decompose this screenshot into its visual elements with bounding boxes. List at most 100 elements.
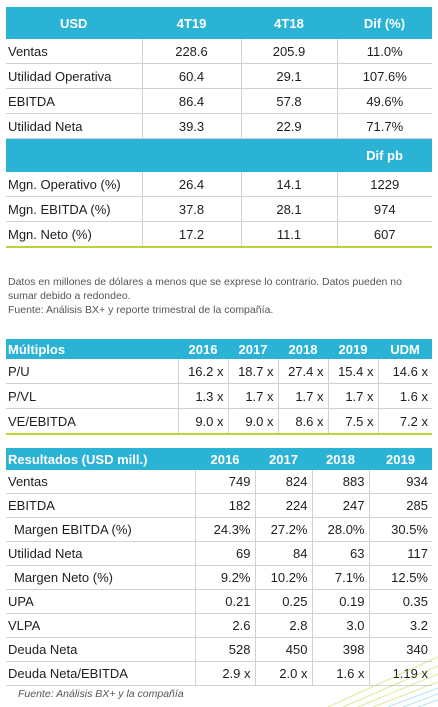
cell-value: 1.7 x <box>227 383 278 409</box>
column-header: 2016 <box>195 448 255 470</box>
cell-value: 10.2% <box>254 565 312 590</box>
cell-value: 30.5% <box>368 517 432 542</box>
column-header: Múltiplos <box>6 339 178 359</box>
cell-value: 228.6 <box>141 39 241 64</box>
row-label: EBITDA <box>6 88 142 114</box>
cell-value: 8.6 x <box>277 408 328 435</box>
cell-value: 24.3% <box>194 517 255 542</box>
cell-value: 12.5% <box>368 565 432 590</box>
row-label: Deuda Neta <box>6 637 195 662</box>
cell-value: 26.4 <box>141 172 241 197</box>
cell-value: 3.0 <box>311 613 369 638</box>
cell-value: 340 <box>368 637 432 662</box>
cell-value: 7.1% <box>311 565 369 590</box>
cell-value: 49.6% <box>336 88 432 114</box>
cell-value: 16.2 x <box>177 359 228 384</box>
table-row: EBITDA 86.4 57.8 49.6% <box>6 88 432 114</box>
cell-value: 18.7 x <box>227 359 278 384</box>
column-header: 2017 <box>228 339 278 359</box>
row-label: Mgn. Operativo (%) <box>6 172 142 197</box>
row-label: Utilidad Neta <box>6 113 142 139</box>
cell-value: 63 <box>311 541 369 566</box>
cell-value: 27.2% <box>254 517 312 542</box>
cell-value: 1229 <box>336 172 432 197</box>
cell-value: 224 <box>254 493 312 518</box>
multiples-table: Múltiplos 2016 2017 2018 2019 UDM P/U 16… <box>6 339 432 435</box>
cell-value: 29.1 <box>240 63 337 89</box>
cell-value: 39.3 <box>141 113 241 139</box>
margin-header-row: Dif pb <box>6 138 432 172</box>
cell-value: 0.19 <box>311 589 369 614</box>
column-header: UDM <box>378 339 432 359</box>
cell-value: 107.6% <box>336 63 432 89</box>
column-header: Dif pb <box>337 138 432 172</box>
summary-header-row: USD 4T19 4T18 Dif (%) <box>6 7 432 39</box>
table-row: EBITDA 182 224 247 285 <box>6 493 432 518</box>
row-label: P/VL <box>6 383 178 409</box>
results-table: Resultados (USD mill.) 2016 2017 2018 20… <box>6 448 432 686</box>
cell-value: 37.8 <box>141 196 241 222</box>
table-row: Deuda Neta/EBITDA 2.9 x 2.0 x 1.6 x 1.19… <box>6 661 432 686</box>
table-row: UPA 0.21 0.25 0.19 0.35 <box>6 589 432 614</box>
table-row: Ventas 228.6 205.9 11.0% <box>6 39 432 64</box>
table-row: P/VL 1.3 x 1.7 x 1.7 x 1.7 x 1.6 x <box>6 383 432 409</box>
table-row: VLPA 2.6 2.8 3.0 3.2 <box>6 613 432 638</box>
cell-value: 0.25 <box>254 589 312 614</box>
cell-value: 69 <box>194 541 255 566</box>
row-label: Utilidad Operativa <box>6 63 142 89</box>
table-row: Mgn. Neto (%) 17.2 11.1 607 <box>6 221 432 248</box>
column-header: 2016 <box>178 339 228 359</box>
column-header: 4T19 <box>142 7 241 39</box>
column-header: 2017 <box>255 448 312 470</box>
cell-value: 205.9 <box>240 39 337 64</box>
row-label: Mgn. Neto (%) <box>6 221 142 248</box>
cell-value: 0.35 <box>368 589 432 614</box>
cell-value: 84 <box>254 541 312 566</box>
cell-value: 17.2 <box>141 221 241 248</box>
table-row: Mgn. EBITDA (%) 37.8 28.1 974 <box>6 196 432 222</box>
cell-value: 934 <box>368 470 432 494</box>
cell-value: 974 <box>336 196 432 222</box>
cell-value: 22.9 <box>240 113 337 139</box>
cell-value: 60.4 <box>141 63 241 89</box>
note-data-disclaimer: Datos en millones de dólares a menos que… <box>8 276 402 302</box>
cell-value: 285 <box>368 493 432 518</box>
quarterly-summary-table: USD 4T19 4T18 Dif (%) Ventas 228.6 205.9… <box>6 7 432 248</box>
cell-value: 2.9 x <box>194 661 255 686</box>
column-header: 2018 <box>278 339 328 359</box>
table-row: Margen Neto (%) 9.2% 10.2% 7.1% 12.5% <box>6 565 432 590</box>
row-label: UPA <box>6 589 195 614</box>
table-row: VE/EBITDA 9.0 x 9.0 x 8.6 x 7.5 x 7.2 x <box>6 408 432 435</box>
row-label: Deuda Neta/EBITDA <box>6 661 195 686</box>
cell-value: 7.2 x <box>377 408 432 435</box>
cell-value: 450 <box>254 637 312 662</box>
table-row: Ventas 749 824 883 934 <box>6 470 432 494</box>
cell-value: 824 <box>254 470 312 494</box>
cell-value: 2.6 <box>194 613 255 638</box>
column-header: 2019 <box>369 448 432 470</box>
cell-value: 2.8 <box>254 613 312 638</box>
row-label: P/U <box>6 359 178 384</box>
cell-value: 15.4 x <box>327 359 378 384</box>
cell-value: 1.7 x <box>277 383 328 409</box>
cell-value: 14.6 x <box>377 359 432 384</box>
cell-value: 9.0 x <box>227 408 278 435</box>
row-label: VE/EBITDA <box>6 408 178 435</box>
cell-value: 749 <box>194 470 255 494</box>
note-source: Fuente: Análisis BX+ y reporte trimestra… <box>8 304 274 316</box>
cell-value: 11.1 <box>240 221 337 248</box>
table-row: Utilidad Operativa 60.4 29.1 107.6% <box>6 63 432 89</box>
cell-value: 883 <box>311 470 369 494</box>
table-row: Mgn. Operativo (%) 26.4 14.1 1229 <box>6 172 432 197</box>
cell-value: 57.8 <box>240 88 337 114</box>
cell-value: 11.0% <box>336 39 432 64</box>
cell-value: 7.5 x <box>327 408 378 435</box>
cell-value: 9.2% <box>194 565 255 590</box>
table-row: Utilidad Neta 69 84 63 117 <box>6 541 432 566</box>
column-header: Dif (%) <box>337 7 432 39</box>
row-label: Ventas <box>6 470 195 494</box>
cell-value: 247 <box>311 493 369 518</box>
cell-value: 28.1 <box>240 196 337 222</box>
cell-value: 3.2 <box>368 613 432 638</box>
row-label: Ventas <box>6 39 142 64</box>
